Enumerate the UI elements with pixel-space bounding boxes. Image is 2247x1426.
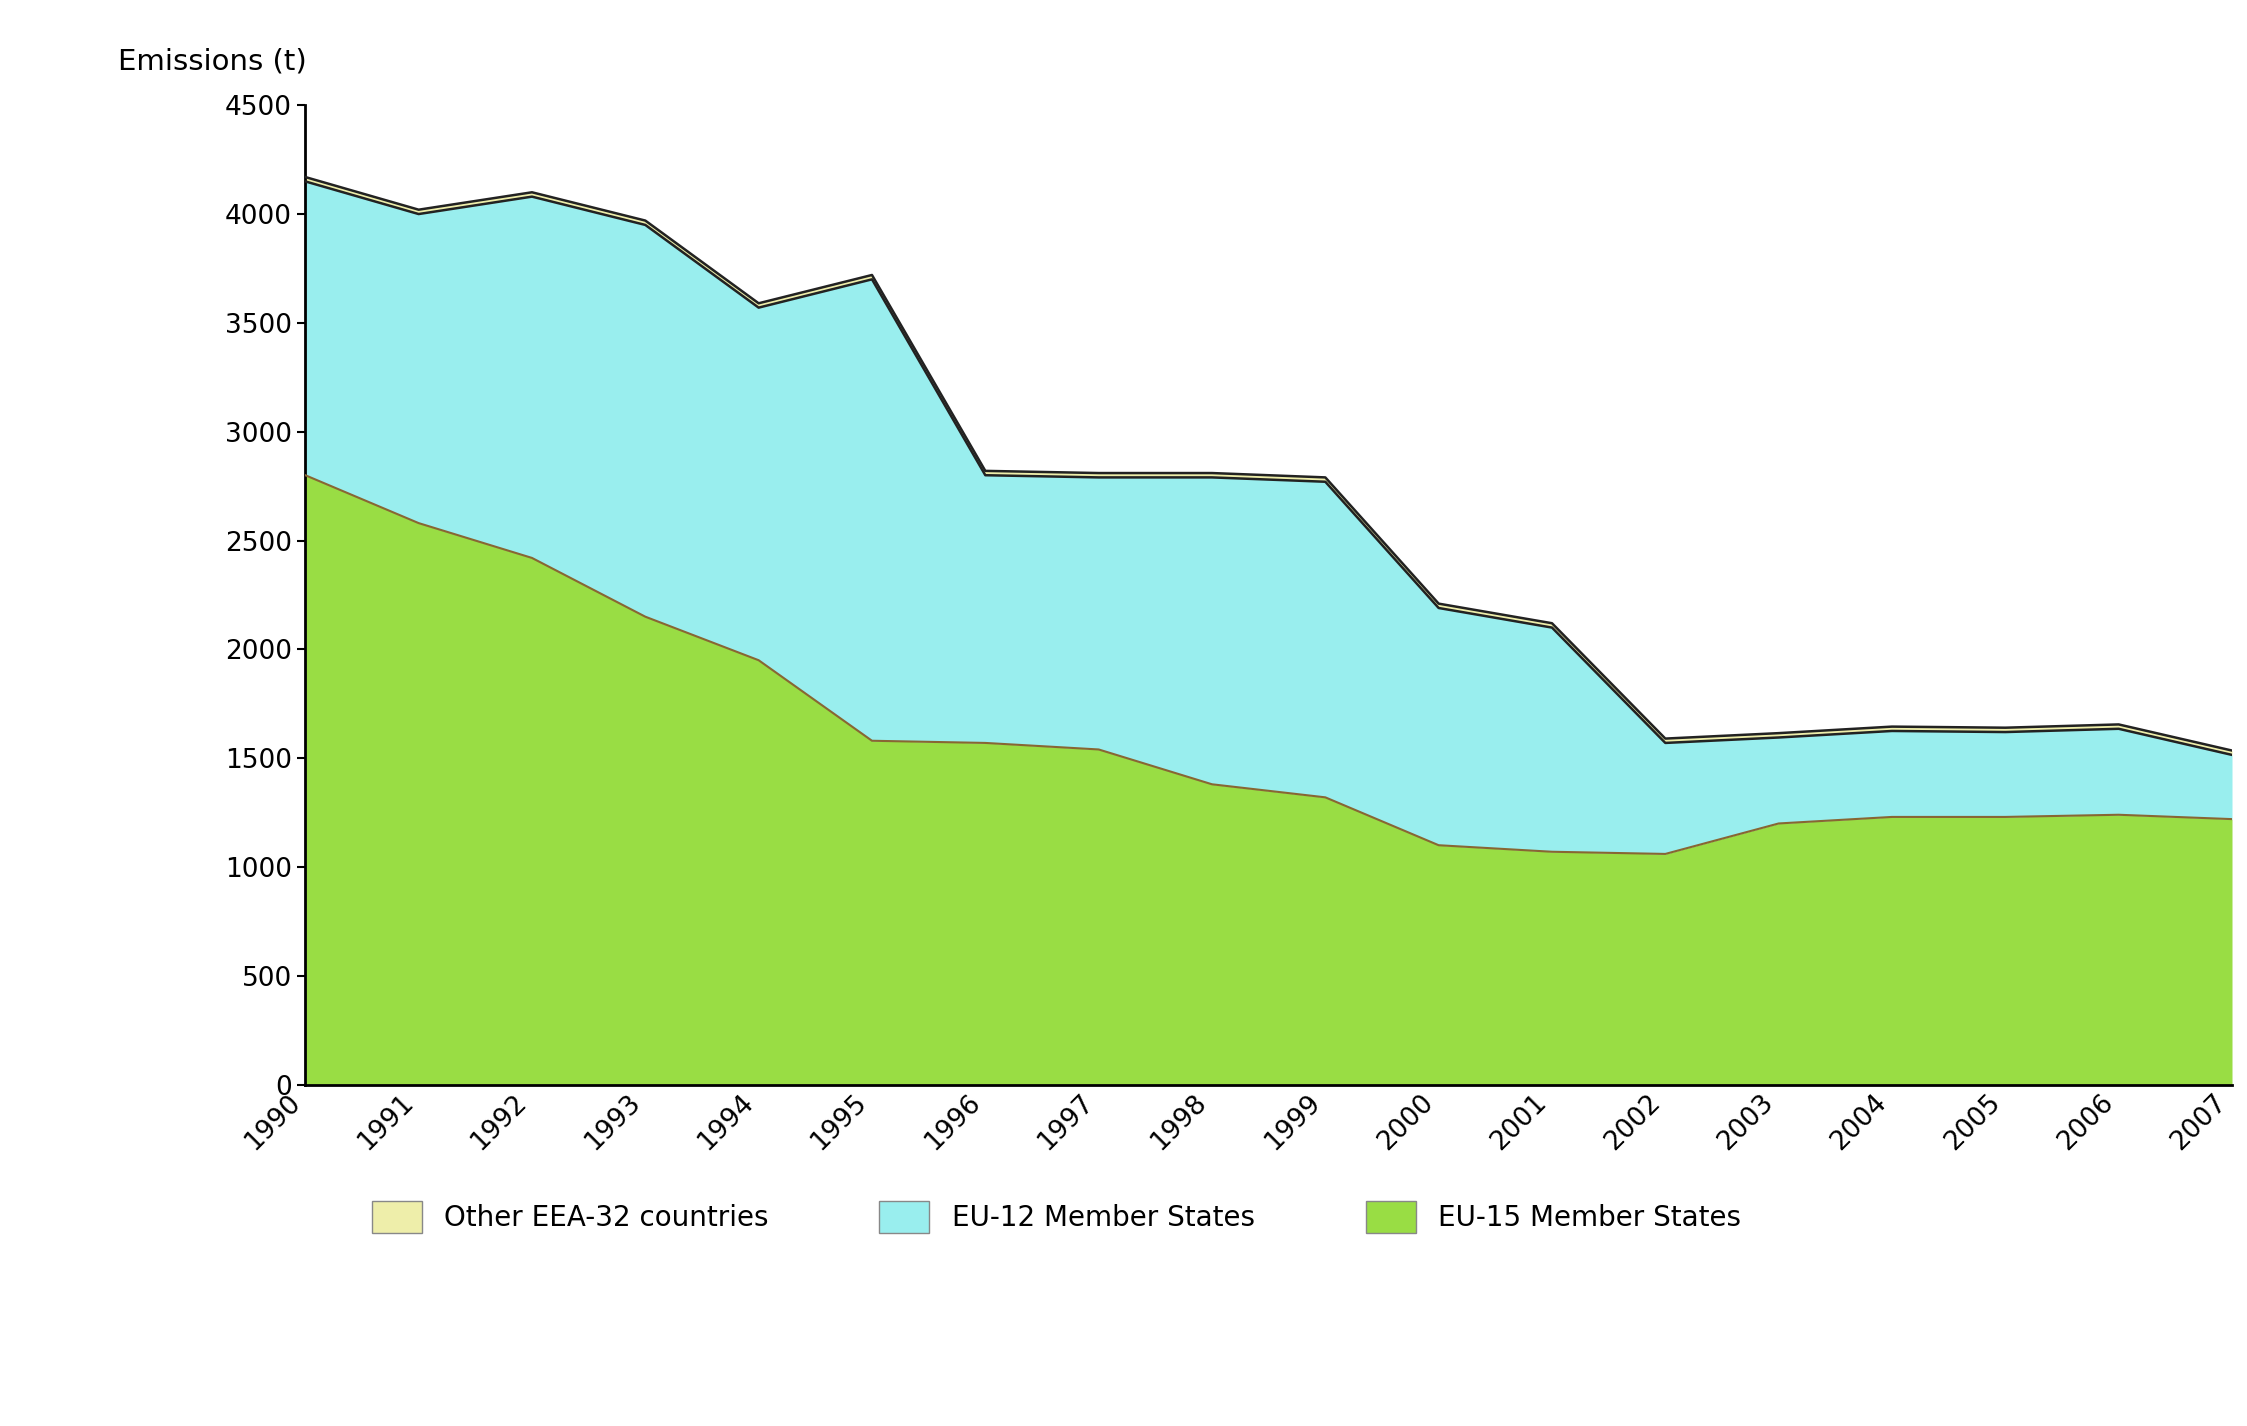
Y-axis label: Emissions (t): Emissions (t) — [119, 48, 308, 76]
Legend: Other EEA-32 countries, EU-12 Member States, EU-15 Member States: Other EEA-32 countries, EU-12 Member Sta… — [357, 1188, 1755, 1248]
